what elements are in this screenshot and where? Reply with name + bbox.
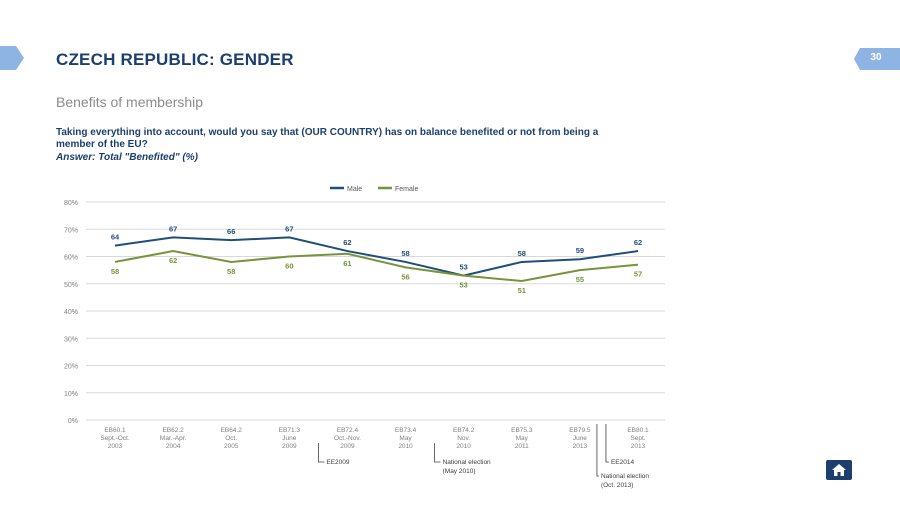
- x-tick-label: Nov.: [457, 435, 470, 442]
- annotation-bracket: [317, 443, 325, 463]
- home-icon: [832, 464, 846, 476]
- y-tick-label: 10%: [64, 391, 78, 398]
- data-label-female: 62: [169, 256, 177, 265]
- x-tick-label: EB73.4: [395, 427, 417, 434]
- data-label-male: 62: [634, 238, 642, 247]
- y-tick-label: 20%: [64, 364, 78, 371]
- x-tick-label: EB75.3: [511, 427, 533, 434]
- x-tick-label: EB74.2: [453, 427, 475, 434]
- x-tick-label: 2013: [631, 443, 646, 450]
- x-tick-label: 2003: [108, 443, 123, 450]
- x-tick-label: EB62.2: [162, 427, 184, 434]
- y-tick-label: 40%: [64, 309, 78, 316]
- data-label-female: 58: [111, 267, 119, 276]
- x-tick-label: June: [282, 435, 296, 442]
- data-label-male: 64: [111, 233, 120, 242]
- data-label-female: 56: [401, 272, 409, 281]
- x-tick-label: 2005: [224, 443, 239, 450]
- data-label-male: 67: [285, 224, 293, 233]
- annotation-bracket: [434, 443, 441, 463]
- home-button[interactable]: [826, 460, 852, 480]
- x-tick-label: May: [399, 435, 412, 442]
- x-tick-label: EB71.3: [279, 427, 301, 434]
- annotation-bracket: [596, 424, 599, 477]
- left-tab-arrow-icon[interactable]: [0, 46, 24, 70]
- x-tick-label: May: [516, 435, 529, 442]
- annotation-label: EE2014: [611, 459, 635, 466]
- annotation-label: National election: [601, 473, 649, 480]
- data-label-female: 58: [227, 267, 235, 276]
- y-tick-label: 70%: [64, 227, 78, 234]
- annotation-label: National election: [443, 459, 491, 466]
- series-line-female: [114, 250, 639, 283]
- y-tick-label: 60%: [64, 255, 78, 262]
- data-label-female: 51: [518, 286, 526, 295]
- data-label-male: 62: [343, 238, 351, 247]
- series-line-male: [114, 236, 639, 277]
- page-number: 30: [870, 52, 882, 63]
- x-tick-label: 2004: [166, 443, 181, 450]
- x-tick-label: 2010: [398, 443, 413, 450]
- x-tick-label: EB64.2: [221, 427, 243, 434]
- annotation-label: EE2009: [326, 459, 350, 466]
- data-label-male: 58: [401, 249, 409, 258]
- data-label-male: 59: [576, 246, 584, 255]
- x-tick-label: Mar.-Apr.: [160, 435, 187, 442]
- survey-question: Taking everything into account, would yo…: [56, 127, 599, 150]
- x-tick-label: EB80.1: [627, 427, 649, 434]
- x-tick-label: 2010: [456, 443, 471, 450]
- answer-label: Answer: Total "Benefited" (%): [56, 152, 198, 163]
- x-tick-label: Sept.-Oct.: [100, 435, 129, 442]
- page-subtitle: Benefits of membership: [56, 94, 204, 110]
- y-tick-label: 80%: [64, 200, 78, 207]
- x-tick-label: 2009: [282, 443, 297, 450]
- annotation-label: (Oct. 2013): [601, 482, 634, 489]
- data-label-female: 53: [459, 281, 467, 290]
- y-tick-label: 50%: [64, 282, 78, 289]
- data-label-female: 55: [576, 275, 584, 284]
- y-tick-label: 0%: [68, 418, 78, 425]
- data-label-female: 61: [343, 259, 351, 268]
- x-tick-label: Oct.: [225, 435, 237, 442]
- x-tick-label: Sept.: [630, 435, 645, 442]
- x-tick-label: June: [573, 435, 587, 442]
- legend-label-male: Male: [347, 186, 362, 193]
- annotation-label: (May 2010): [443, 468, 476, 475]
- annotation-bracket: [605, 424, 609, 463]
- x-tick-label: 2013: [573, 443, 588, 450]
- y-tick-label: 30%: [64, 336, 78, 343]
- data-label-male: 53: [459, 263, 467, 272]
- x-tick-label: EB79.5: [569, 427, 591, 434]
- x-tick-label: 2011: [515, 443, 529, 450]
- x-tick-label: EB60.1: [104, 427, 126, 434]
- data-label-female: 57: [634, 270, 642, 279]
- data-label-male: 66: [227, 227, 235, 236]
- page-number-tab: [854, 48, 900, 70]
- data-label-male: 58: [518, 249, 526, 258]
- data-label-male: 67: [169, 224, 177, 233]
- x-tick-label: EB72.4: [337, 427, 359, 434]
- x-tick-label: 2009: [340, 443, 355, 450]
- page-title: CZECH REPUBLIC: GENDER: [56, 50, 294, 69]
- data-label-female: 60: [285, 262, 293, 271]
- x-tick-label: Oct.-Nov.: [334, 435, 361, 442]
- legend-label-female: Female: [395, 186, 418, 193]
